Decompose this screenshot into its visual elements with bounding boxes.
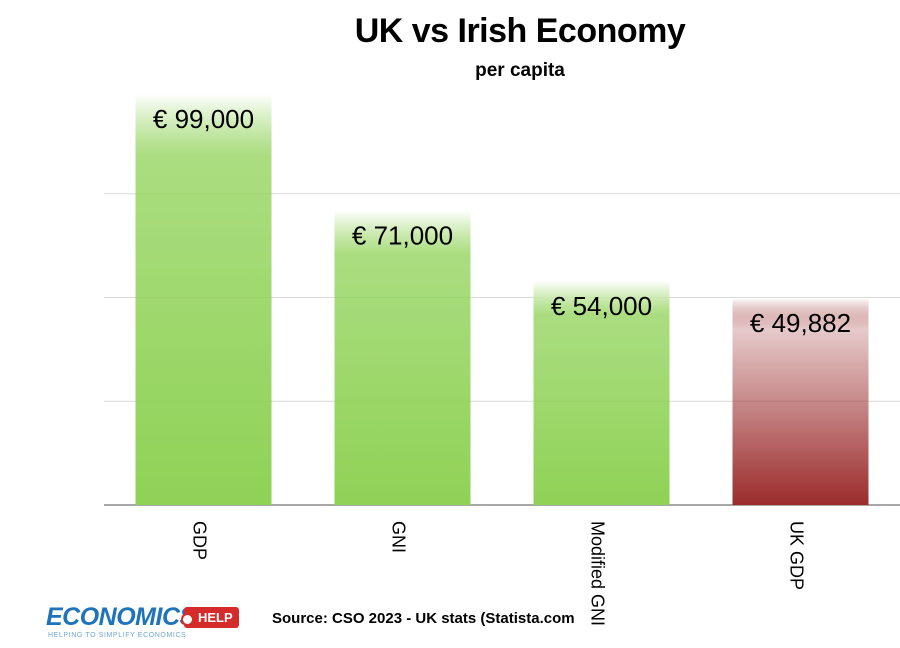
chart-title: UK vs Irish Economy	[354, 12, 686, 50]
bar-gni	[334, 210, 471, 505]
category-label: Modified GNI	[588, 521, 608, 626]
logo-tagline: HELPING TO SIMPLIFY ECONOMICS	[48, 632, 187, 639]
logo-word: ECONOMICS	[46, 603, 196, 631]
category-label: GNI	[389, 521, 409, 553]
bar-modified-gni	[533, 280, 670, 505]
data-label: € 49,882	[750, 308, 851, 338]
bar-uk-gdp	[732, 297, 869, 505]
category-label: GDP	[190, 521, 210, 560]
bar-gdp	[135, 94, 272, 506]
chart-subtitle: per capita	[475, 60, 565, 81]
data-label: € 99,000	[153, 104, 254, 134]
data-label: € 54,000	[551, 291, 652, 321]
logo-badge: HELP	[184, 607, 239, 628]
economics-help-logo: ECONOMICS HELP HELPING TO SIMPLIFY ECONO…	[46, 603, 239, 643]
data-label: € 71,000	[352, 220, 453, 250]
source-note: Source: CSO 2023 - UK stats (Statista.co…	[272, 610, 575, 627]
category-label: UK GDP	[787, 521, 807, 590]
logo-dot-icon	[181, 613, 194, 626]
